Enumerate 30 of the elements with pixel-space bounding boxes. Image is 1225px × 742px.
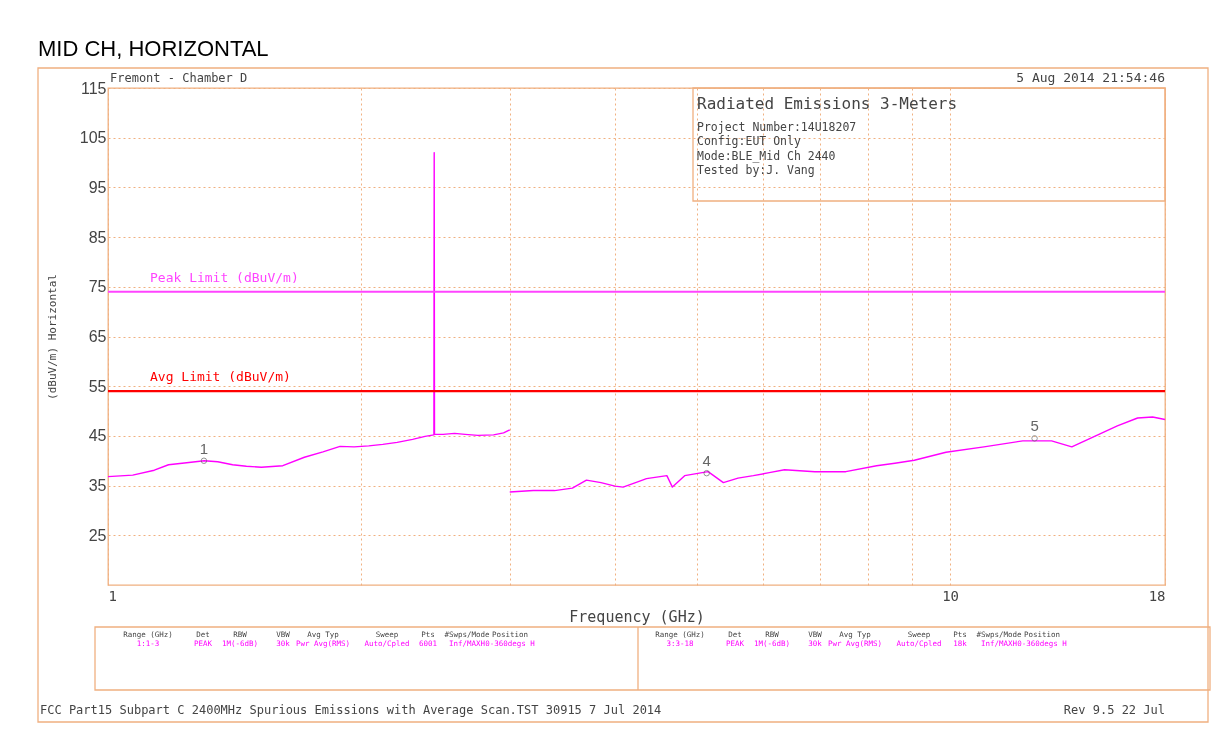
y-tick-label: 115 (80, 79, 107, 97)
x-tick-label: 1 (108, 587, 117, 604)
annotation: Tested by:J. Vang (697, 162, 815, 177)
ref-line-label: Peak Limit (dBuV/m) (150, 269, 299, 285)
x-axis-title: Frequency (GHz) (569, 607, 705, 626)
y-axis-title: (dBuV/m) Horizontal (45, 274, 59, 400)
annotation: Project Number:14U18207 (697, 120, 857, 134)
y-tick-label: 35 (88, 477, 107, 495)
y-tick-label: 75 (88, 278, 107, 296)
y-tick-label: 85 (88, 228, 107, 246)
annotation: 1 (199, 439, 209, 457)
y-tick-label: 95 (88, 178, 107, 196)
text: FCC Part15 Subpart C 2400MHz Spurious Emissions with Average Scan.TST 30915 7 Jul 2014 (40, 703, 662, 717)
annotation: Radiated Emissions 3-Meters (697, 94, 958, 113)
chart-title: MID CH, HORIZONTAL (38, 36, 269, 61)
y-tick-label: 65 (88, 328, 107, 345)
text: Rev 9.5 22 Jul (1063, 703, 1165, 717)
y-tick-label: 105 (79, 129, 107, 147)
annotation: Mode:BLE_Mid Ch 2440 (697, 148, 836, 163)
text: Fremont - Chamber D (110, 71, 248, 85)
y-tick-label: 25 (88, 526, 107, 544)
annotation: 5 (1030, 417, 1039, 435)
x-tick-label: 18 (1148, 587, 1166, 604)
annotation: 4 (702, 452, 711, 470)
text: 5 Aug 2014 21:54:46 (1016, 70, 1165, 85)
y-tick-label: 45 (88, 427, 107, 445)
ref-line-label: Avg Limit (dBuV/m) (150, 369, 291, 385)
annotation: Config:EUT Only (697, 134, 801, 149)
x-tick-label: 10 (942, 587, 959, 604)
y-tick-label: 55 (88, 377, 107, 395)
